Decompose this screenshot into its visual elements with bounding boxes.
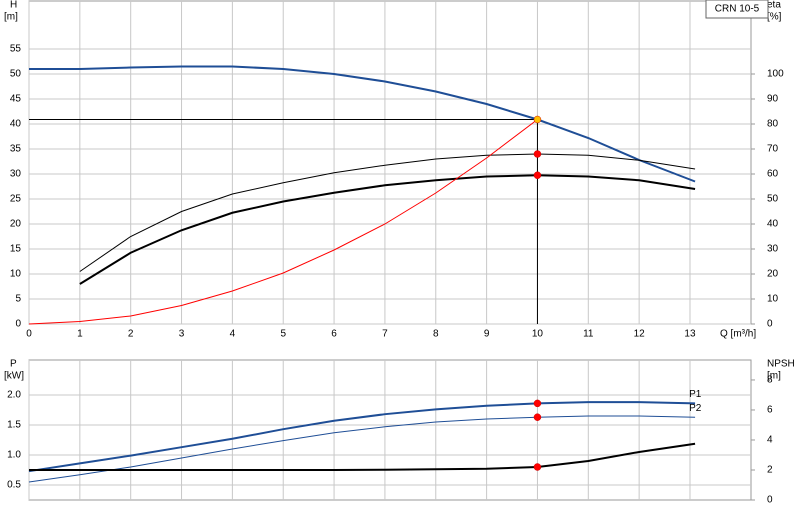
chart-title: CRN 10-5 xyxy=(715,4,760,15)
y-tick-label: 30 xyxy=(10,169,22,180)
series-label: P1 xyxy=(689,389,702,400)
series-line xyxy=(28,119,538,325)
y-tick-label: 0.5 xyxy=(7,480,21,491)
x-tick-label: 1 xyxy=(77,329,83,340)
y-tick-label: 1.5 xyxy=(7,420,21,431)
y-tick-label: 35 xyxy=(10,144,22,155)
y2-tick-label: 40 xyxy=(767,219,779,230)
operating-point xyxy=(533,150,542,158)
operating-point xyxy=(533,115,542,124)
y2-axis-unit: [%] xyxy=(767,12,782,23)
y2-tick-label: 4 xyxy=(767,435,773,446)
plot-area xyxy=(28,359,752,501)
y2-tick-label: 10 xyxy=(767,294,779,305)
series-line xyxy=(79,153,696,272)
y-tick-label: 10 xyxy=(10,269,22,280)
y-axis-label: P xyxy=(10,359,17,370)
y-tick-label: 2.0 xyxy=(7,390,21,401)
series-line xyxy=(79,174,696,285)
x-axis-label: Q [m³/h] xyxy=(720,329,756,340)
y2-axis-unit: [m] xyxy=(767,371,781,382)
y2-tick-label: 8 xyxy=(767,375,773,386)
x-tick-label: 6 xyxy=(331,329,337,340)
x-tick-label: 0 xyxy=(26,329,32,340)
y2-tick-label: 2 xyxy=(767,465,773,476)
x-tick-label: 12 xyxy=(634,329,646,340)
x-tick-label: 9 xyxy=(484,329,490,340)
y-tick-label: 15 xyxy=(10,244,22,255)
y-tick-label: 1.0 xyxy=(7,450,21,461)
y-axis-label: H xyxy=(10,0,17,11)
x-tick-label: 5 xyxy=(280,329,286,340)
operating-point xyxy=(533,171,542,179)
series-line xyxy=(28,401,696,473)
y2-tick-label: 60 xyxy=(767,169,779,180)
y-tick-label: 50 xyxy=(10,69,22,80)
x-tick-label: 8 xyxy=(433,329,439,340)
y2-tick-label: 0 xyxy=(767,319,773,330)
series-label: P2 xyxy=(689,403,702,414)
series-line xyxy=(29,442,696,471)
y-axis-unit: [kW] xyxy=(4,371,24,382)
operating-point xyxy=(533,463,542,471)
x-tick-label: 11 xyxy=(583,329,594,340)
x-tick-label: 4 xyxy=(230,329,236,340)
y2-tick-label: 0 xyxy=(767,495,773,506)
title-box xyxy=(705,0,769,19)
y2-tick-label: 100 xyxy=(767,69,784,80)
y2-tick-label: 30 xyxy=(767,244,779,255)
y-tick-label: 40 xyxy=(10,119,22,130)
y2-tick-label: 50 xyxy=(767,194,779,205)
series-line xyxy=(28,415,696,483)
x-tick-label: 2 xyxy=(128,329,134,340)
y2-axis-label: eta xyxy=(767,0,781,11)
y-axis-unit: [m] xyxy=(4,12,18,23)
y2-tick-label: 20 xyxy=(767,269,779,280)
y2-tick-label: 90 xyxy=(767,94,779,105)
x-tick-label: 3 xyxy=(179,329,185,340)
y-tick-label: 0 xyxy=(15,319,21,330)
x-tick-label: 10 xyxy=(532,329,544,340)
plot-area xyxy=(28,0,752,325)
y-tick-label: 5 xyxy=(15,294,21,305)
operating-point xyxy=(533,399,542,408)
y2-tick-label: 6 xyxy=(767,405,773,416)
y2-tick-label: 70 xyxy=(767,144,779,155)
series-line xyxy=(29,65,696,183)
y-tick-label: 20 xyxy=(10,219,22,230)
y-tick-label: 25 xyxy=(10,194,22,205)
y2-axis-label: NPSH xyxy=(767,359,795,370)
x-tick-label: 13 xyxy=(684,329,696,340)
y-tick-label: 55 xyxy=(10,44,22,55)
operating-point xyxy=(533,413,542,421)
x-tick-label: 7 xyxy=(382,329,388,340)
y2-tick-label: 80 xyxy=(767,119,779,130)
y-tick-label: 45 xyxy=(10,94,22,105)
